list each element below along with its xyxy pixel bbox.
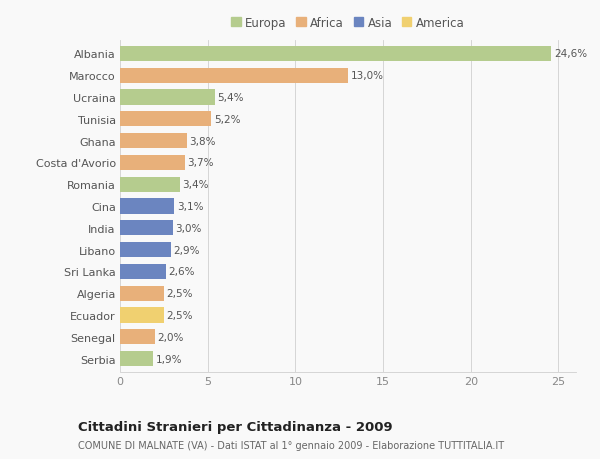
Text: 1,9%: 1,9% [156,354,182,364]
Bar [120,199,175,214]
Bar [120,286,164,301]
Text: 24,6%: 24,6% [554,50,587,59]
Text: 5,4%: 5,4% [217,93,244,103]
Bar [120,264,166,280]
Text: 2,5%: 2,5% [166,310,193,320]
Text: 2,9%: 2,9% [173,245,200,255]
Bar [120,68,348,84]
Text: 2,0%: 2,0% [158,332,184,342]
Bar [120,156,185,171]
Text: 2,5%: 2,5% [166,289,193,298]
Text: 3,7%: 3,7% [188,158,214,168]
Bar [120,308,164,323]
Bar [120,47,551,62]
Text: 3,4%: 3,4% [182,180,209,190]
Bar [120,112,211,127]
Bar [120,90,215,106]
Bar [120,134,187,149]
Text: 13,0%: 13,0% [350,71,383,81]
Text: Cittadini Stranieri per Cittadinanza - 2009: Cittadini Stranieri per Cittadinanza - 2… [78,420,392,433]
Bar [120,330,155,345]
Bar [120,242,171,257]
Legend: Europa, Africa, Asia, America: Europa, Africa, Asia, America [229,14,467,32]
Bar [120,177,179,192]
Text: 3,1%: 3,1% [177,202,203,212]
Text: 5,2%: 5,2% [214,115,241,124]
Text: 3,8%: 3,8% [189,136,216,146]
Text: 3,0%: 3,0% [175,223,202,233]
Bar [120,351,154,366]
Text: 2,6%: 2,6% [168,267,195,277]
Text: COMUNE DI MALNATE (VA) - Dati ISTAT al 1° gennaio 2009 - Elaborazione TUTTITALIA: COMUNE DI MALNATE (VA) - Dati ISTAT al 1… [78,440,504,450]
Bar [120,221,173,236]
